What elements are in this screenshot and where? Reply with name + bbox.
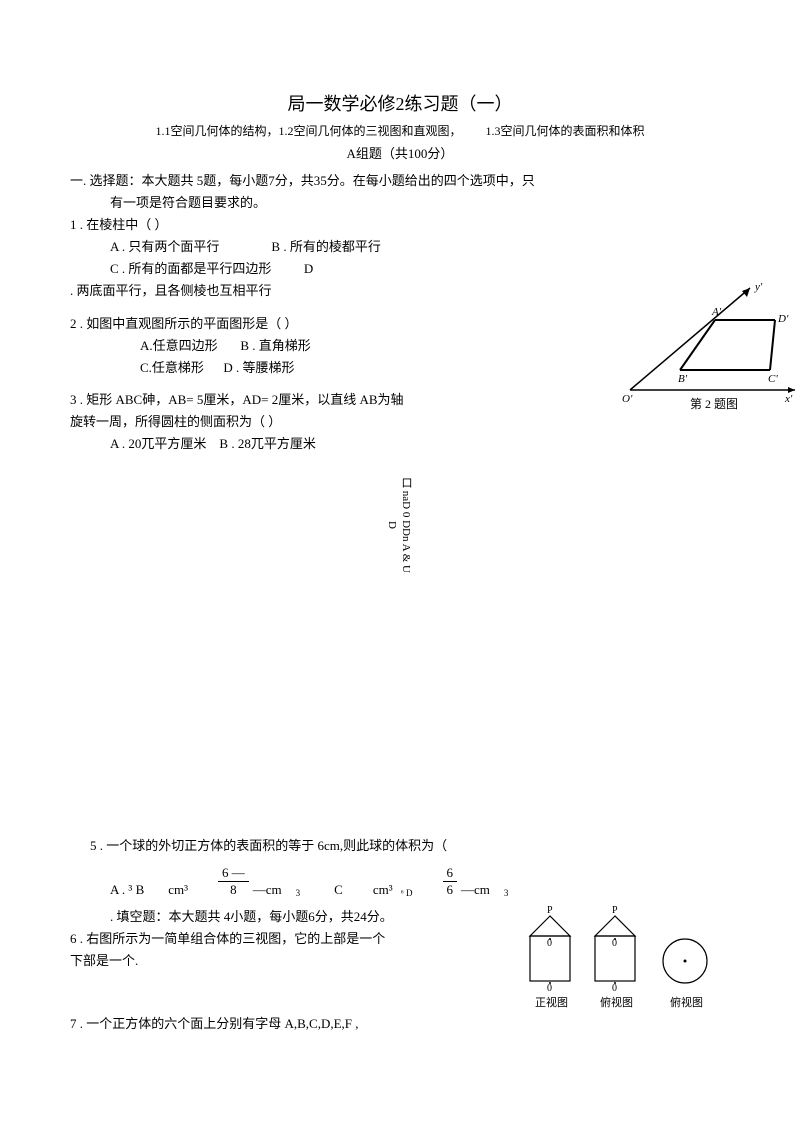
q3-a: A . 20兀平方厘米 xyxy=(110,436,206,451)
svg-text:P: P xyxy=(612,905,618,916)
svg-text:俯视图: 俯视图 xyxy=(670,995,703,1009)
q5-a-label: A . ³ B xyxy=(110,882,144,898)
q5-opt-a: A . ³ B cm³ xyxy=(110,882,188,898)
svg-text:x': x' xyxy=(784,393,793,405)
svg-text:正视图: 正视图 xyxy=(535,995,568,1009)
svg-text:y': y' xyxy=(754,281,763,293)
subtitle-left: 1.1空间几何体的结构，1.2空间几何体的三视图和直观图， xyxy=(155,124,461,138)
q6-stem2: 下部是一个. xyxy=(70,950,450,972)
subtitle-right: 1.3空间几何体的表面积和体积 xyxy=(486,124,645,138)
q5-d-sub: ⁶ D xyxy=(401,888,413,898)
svg-text:O': O' xyxy=(622,393,633,405)
svg-text:0: 0 xyxy=(612,983,617,994)
q5-stem: 5 . 一个球的外切正方体的表面积的等于 6cm,则此球的体积为（ xyxy=(70,835,730,857)
q5-sup-2: 3 xyxy=(504,888,509,898)
svg-text:D': D' xyxy=(777,313,789,325)
svg-text:俯视图: 俯视图 xyxy=(600,995,633,1009)
q5-c-label: C xyxy=(334,882,343,898)
q2-a: A.任意四边形 xyxy=(140,338,218,353)
q6-stem1: 6 . 右图所示为一简单组合体的三视图，它的上部是一个 xyxy=(70,928,450,950)
q2-diagram: y' A' D' B' C' O' x' 第 2 题图 xyxy=(620,280,800,410)
vertical-garbled-text: 口 naD 0 DDn A & U D xyxy=(386,475,414,575)
q5-frac1-den: 8 xyxy=(226,882,241,898)
q5-opt-c: cm³ ⁶ D xyxy=(373,882,413,898)
q5-frac1: 6 — 8 xyxy=(218,865,249,898)
q3-stem2: 旋转一周，所得圆柱的侧面积为（ ） xyxy=(70,411,730,433)
q1-c: C . 所有的面都是平行四边形 xyxy=(110,261,271,276)
q5-frac1-num: 6 — xyxy=(218,865,249,882)
q5-frac2-unit: —cm xyxy=(461,882,490,898)
q5-sup-1: 3 xyxy=(296,888,301,898)
q3-b: B . 28兀平方厘米 xyxy=(219,436,315,451)
q6-diagram: P 0 0 P 0 0 正视图 俯视图 俯视图 xyxy=(520,891,740,1011)
q7-stem: 7 . 一个正方体的六个面上分别有字母 A,B,C,D,E,F , xyxy=(70,1013,730,1035)
svg-text:第 2 题图: 第 2 题图 xyxy=(690,397,738,410)
group-label: A组题（共100分） xyxy=(70,143,730,162)
q2-c: C.任意梯形 xyxy=(140,360,204,375)
q5-frac2-den: 6 xyxy=(443,882,458,898)
q5-frac1-unit: —cm xyxy=(253,882,282,898)
q1-options-row1: A . 只有两个面平行 B . 所有的棱都平行 xyxy=(70,236,730,258)
q1-options-row2: C . 所有的面都是平行四边形 D xyxy=(70,258,730,280)
q5-frac2-num: 6 xyxy=(443,865,458,882)
q1-d: D xyxy=(304,261,313,276)
q1-a: A . 只有两个面平行 xyxy=(110,239,219,254)
q1-stem: 1 . 在棱柱中（ ） xyxy=(70,214,730,236)
q5-frac2: 6 6 xyxy=(443,865,458,898)
q5-unit-2: cm³ xyxy=(373,882,393,898)
subtitle: 1.1空间几何体的结构，1.2空间几何体的三视图和直观图， 1.3空间几何体的表… xyxy=(70,122,730,139)
q2-b: B . 直角梯形 xyxy=(240,338,310,353)
svg-text:P: P xyxy=(547,905,553,916)
section-1-header-2: 有一项是符合题目要求的。 xyxy=(70,192,730,214)
q5-opt-b: 6 — 8 —cm 3 C xyxy=(218,865,343,898)
q3-options: A . 20兀平方厘米 B . 28兀平方厘米 xyxy=(70,433,730,455)
svg-text:A': A' xyxy=(711,306,722,318)
section-1-header: 一. 选择题：本大题共 5题，每小题7分，共35分。在每小题给出的四个选项中，只 xyxy=(70,170,730,192)
q5-unit-1: cm³ xyxy=(168,882,188,898)
q2-d: D . 等腰梯形 xyxy=(223,360,294,375)
svg-text:C': C' xyxy=(768,373,778,385)
svg-text:B': B' xyxy=(678,373,688,385)
svg-text:0: 0 xyxy=(547,983,552,994)
q1-b: B . 所有的棱都平行 xyxy=(271,239,380,254)
q5-opt-d: 6 6 —cm 3 xyxy=(443,865,509,898)
page-title: 局一数学必修2练习题（一） xyxy=(70,90,730,116)
